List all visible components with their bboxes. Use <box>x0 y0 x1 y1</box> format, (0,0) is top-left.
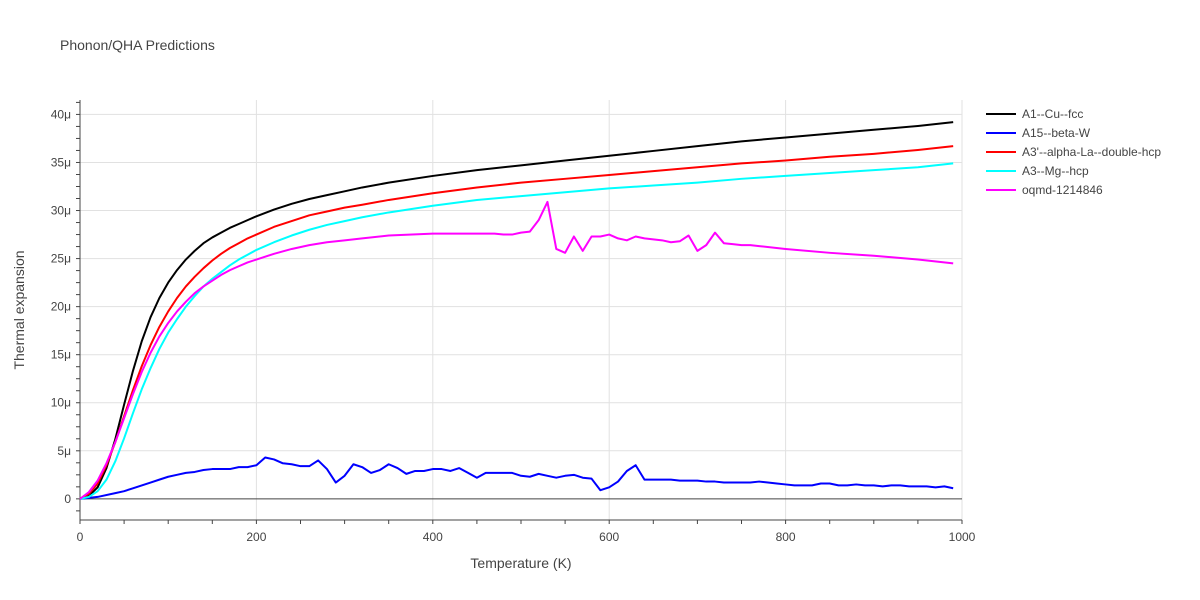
series-line-1 <box>79 456 954 500</box>
legend: A1--Cu--fcc A15--beta-W A3'--alpha-La--dou… <box>986 107 1161 197</box>
x-tick-label: 1000 <box>949 530 976 544</box>
x-axis-title: Temperature (K) <box>470 555 571 571</box>
series-line-2 <box>79 145 954 500</box>
x-tick-label: 200 <box>246 530 266 544</box>
y-tick-label: 35μ <box>51 155 71 169</box>
grid-lines <box>80 100 963 520</box>
y-tick-label: 15μ <box>51 348 71 362</box>
x-tick-label: 400 <box>423 530 443 544</box>
y-tick-label: 20μ <box>51 300 71 314</box>
series-line-4 <box>79 200 954 500</box>
y-tick-label: 5μ <box>57 444 71 458</box>
x-tick-label: 800 <box>776 530 796 544</box>
x-tick-label: 0 <box>77 530 84 544</box>
y-tick-label: 0 <box>64 492 71 506</box>
legend-label-0: A1--Cu--fcc <box>1022 107 1083 121</box>
y-tick-label: 10μ <box>51 396 71 410</box>
series-line-0 <box>79 121 954 500</box>
legend-label-2: A3'--alpha-La--double-hcp <box>1022 145 1161 159</box>
y-tick-label: 25μ <box>51 252 71 266</box>
legend-label-4: oqmd-1214846 <box>1022 183 1103 197</box>
x-tick-label: 600 <box>599 530 619 544</box>
y-axis-title: Thermal expansion <box>11 250 27 369</box>
legend-label-1: A15--beta-W <box>1022 126 1091 140</box>
plot-area <box>79 121 954 500</box>
axes: 0 200 400 600 800 1000 0 5μ 10μ 15μ 20μ 25μ 30μ 35μ 40… <box>51 100 976 544</box>
y-tick-label: 30μ <box>51 204 71 218</box>
y-tick-label: 40μ <box>51 107 71 121</box>
legend-label-3: A3--Mg--hcp <box>1022 164 1089 178</box>
chart-title: Phonon/QHA Predictions <box>60 37 215 53</box>
series-line-3 <box>79 162 954 500</box>
